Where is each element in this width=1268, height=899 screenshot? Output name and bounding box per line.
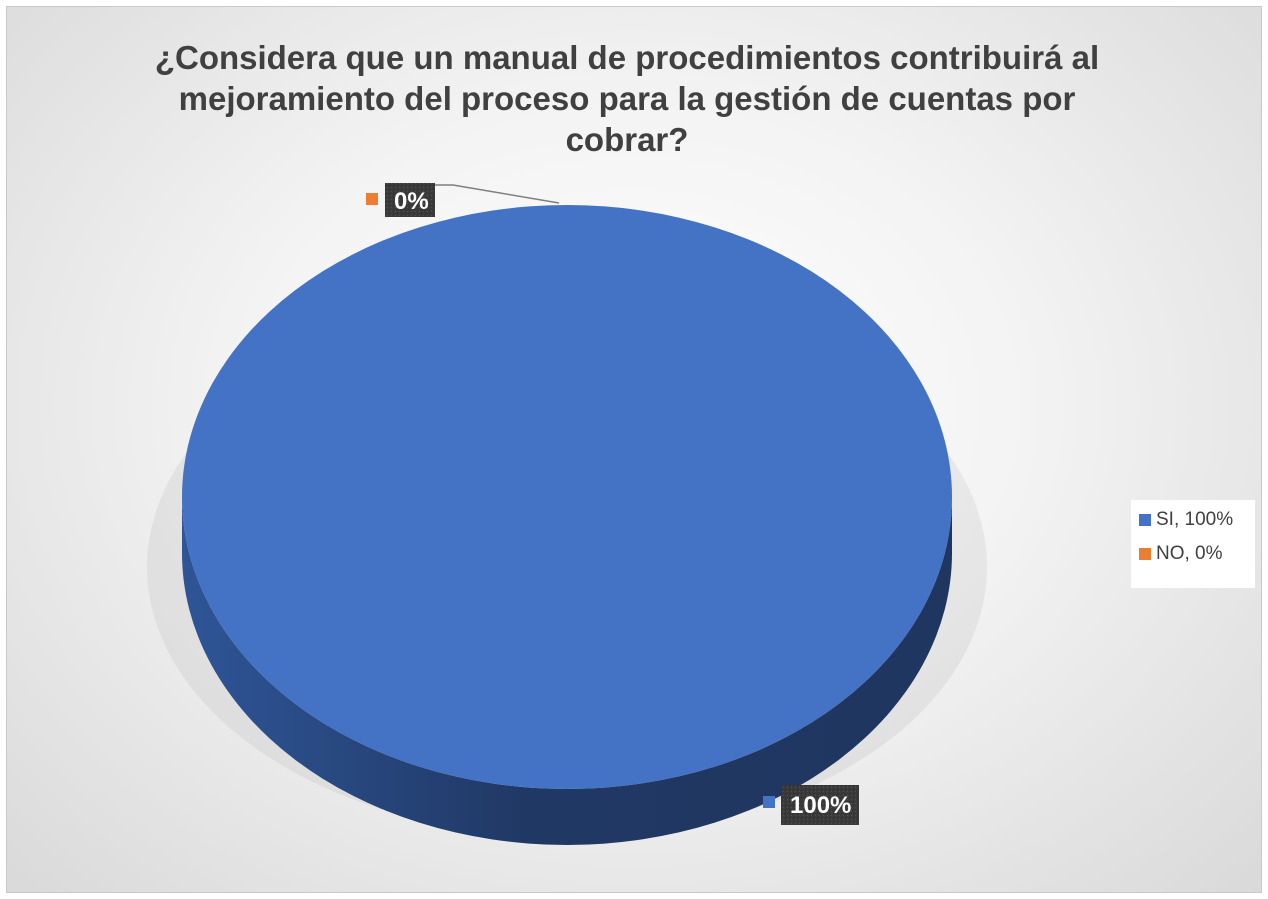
legend-item-si: SI, 100% [1139, 508, 1233, 532]
data-label-no-text: 0% [394, 188, 429, 215]
legend-swatch-no [1139, 548, 1151, 560]
data-label-no-box [385, 183, 435, 217]
data-label-si-box [781, 785, 859, 825]
legend-swatch-si [1139, 514, 1151, 526]
legend-label-si: SI, 100% [1156, 509, 1234, 530]
data-label-si: 100% [763, 785, 859, 825]
pie-plot: 0% 100% [147, 183, 987, 845]
chart-area: ¿Considera que un manual de procedimient… [6, 6, 1262, 893]
data-label-si-swatch [763, 796, 775, 808]
legend: SI, 100% NO, 0% [1131, 500, 1255, 588]
legend-label-no: NO, 0% [1156, 543, 1223, 564]
data-label-si-text: 100% [790, 792, 851, 819]
data-label-no: 0% [366, 183, 435, 217]
data-label-no-swatch [366, 193, 378, 205]
legend-item-no: NO, 0% [1139, 542, 1223, 566]
pie-side [182, 497, 952, 845]
pie-slice-si [182, 205, 952, 789]
chart-title: ¿Considera que un manual de procedimient… [154, 39, 1100, 158]
leader-line-no [435, 184, 560, 204]
